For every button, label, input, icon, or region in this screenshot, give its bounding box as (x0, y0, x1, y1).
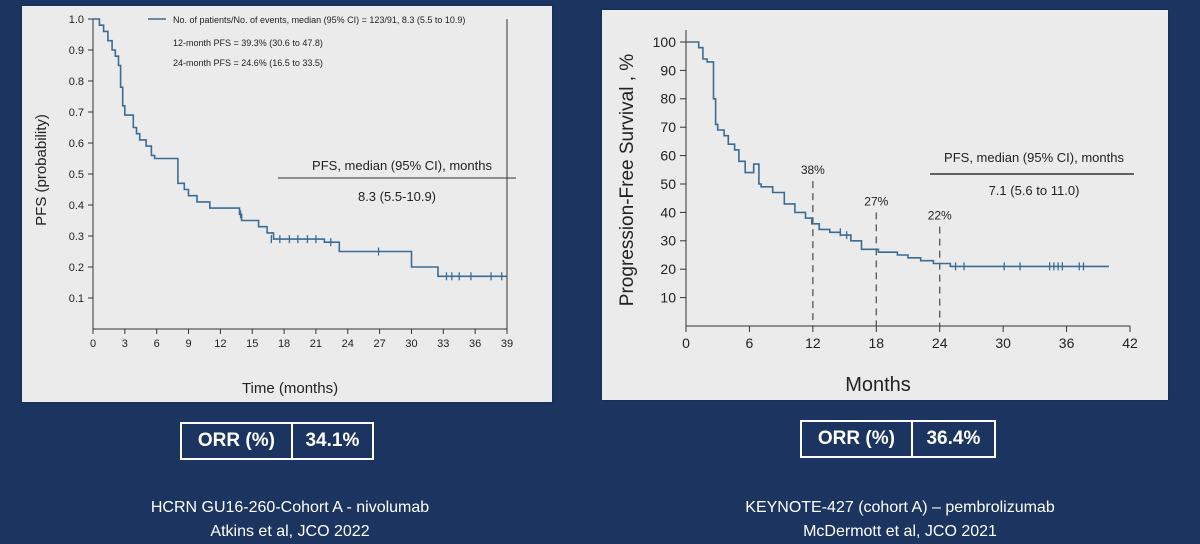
chart-panel-left: 0 3 6 9 12 15 18 21 24 27 30 33 36 39 0.1 0.2 0.3 0.4 0.5 0… (22, 6, 552, 402)
y-tick-label: 70 (660, 119, 676, 135)
y-axis-label: PFS (probability) (33, 114, 50, 226)
y-tick-label: 0.9 (69, 45, 84, 57)
orr-box-right: ORR (%) 36.4% (800, 420, 996, 458)
x-tick-label: 24 (932, 335, 948, 351)
y-tick-label: 100 (653, 34, 677, 50)
orr-label: ORR (%) (802, 422, 913, 456)
study-name: KEYNOTE-427 (cohort A) – pembrolizumab (745, 499, 1055, 516)
study-citation: McDermott et al, JCO 2021 (803, 523, 997, 540)
x-tick-label: 12 (805, 335, 821, 351)
x-tick-label: 18 (278, 338, 290, 350)
x-tick-label: 42 (1122, 335, 1138, 351)
x-tick-label: 6 (746, 335, 754, 351)
x-axis-label: Months (845, 374, 911, 396)
y-tick-label: 90 (660, 62, 676, 78)
x-tick-label: 0 (90, 338, 96, 350)
km-curve (93, 18, 507, 278)
legend-24-month: 24-month PFS = 24.6% (16.5 to 33.5) (173, 58, 323, 68)
y-tick-label: 0.1 (69, 293, 84, 305)
pfs-annotation-value: 8.3 (5.5-10.9) (358, 189, 436, 204)
x-tick-label: 30 (405, 338, 417, 350)
y-tick-label: 60 (660, 148, 676, 164)
y-tick-label: 0.3 (69, 231, 84, 243)
x-tick-label: 24 (342, 338, 354, 350)
orr-label: ORR (%) (182, 424, 293, 458)
pfs-chart-left: 0 3 6 9 12 15 18 21 24 27 30 33 36 390.10.20.30.40.50… (33, 14, 516, 397)
y-tick-label: 0.8 (69, 76, 84, 88)
y-tick-label: 0.2 (69, 262, 84, 274)
x-tick-label: 33 (437, 338, 449, 350)
orr-box-left: ORR (%) 34.1% (180, 422, 374, 460)
pfs-annotation-value: 7.1 (5.6 to 11.0) (989, 183, 1080, 198)
y-tick-label: 30 (660, 233, 676, 249)
y-tick-label: 0.5 (69, 169, 84, 181)
legend-12-month: 12-month PFS = 39.3% (30.6 to 47.8) (173, 38, 323, 48)
pfs-annotation-title: PFS, median (95% CI), months (944, 150, 1124, 165)
y-tick-label: 0.4 (69, 200, 84, 212)
x-tick-label: 27 (373, 338, 385, 350)
x-tick-label: 9 (185, 338, 191, 350)
y-axis-label: Progression-Free Survival , % (617, 54, 638, 306)
orr-value: 36.4% (926, 428, 981, 449)
x-tick-label: 0 (682, 335, 690, 351)
x-tick-label: 12 (214, 338, 226, 350)
x-axis-label: Time (months) (242, 380, 338, 397)
y-tick-label: 80 (660, 91, 676, 107)
legend-entry: No. of patients/No. of events, median (9… (173, 15, 465, 25)
x-tick-label: 36 (1059, 335, 1075, 351)
x-tick-label: 6 (154, 338, 160, 350)
pfs-chart-right: 0 6 12 18 24 30 36 42 10 20 30 40 50 60 70 80 90 100 38% 2… (617, 30, 1138, 396)
landmark-label: 38% (801, 163, 825, 177)
y-tick-label: 10 (660, 290, 676, 306)
x-tick-label: 15 (246, 338, 258, 350)
y-tick-label: 40 (660, 204, 676, 220)
y-tick-label: 50 (660, 176, 676, 192)
x-tick-label: 36 (469, 338, 481, 350)
study-name: HCRN GU16-260-Cohort A - nivolumab (150, 499, 430, 516)
x-tick-label: 39 (501, 338, 513, 350)
chart-panel-right: 0 6 12 18 24 30 36 42 10 20 30 40 50 60 70 80 90 100 38% 2… (602, 10, 1168, 400)
study-caption-left: HCRN GU16-260-Cohort A - nivolumab Atkin… (80, 496, 500, 544)
study-citation: Atkins et al, JCO 2022 (210, 523, 370, 540)
y-tick-label: 20 (660, 261, 676, 277)
landmark-label: 22% (928, 209, 952, 223)
orr-value: 34.1% (305, 430, 360, 451)
pfs-annotation-title: PFS, median (95% CI), months (312, 158, 492, 173)
x-tick-label: 30 (995, 335, 1011, 351)
y-tick-label: 0.7 (69, 107, 84, 119)
y-tick-label: 1.0 (69, 14, 84, 26)
study-caption-right: KEYNOTE-427 (cohort A) – pembrolizumab M… (660, 496, 1140, 544)
x-tick-label: 3 (122, 338, 128, 350)
x-tick-label: 21 (310, 338, 322, 350)
y-tick-label: 0.6 (69, 138, 84, 150)
landmark-label: 27% (864, 194, 888, 208)
x-tick-label: 18 (868, 335, 884, 351)
km-curve (686, 41, 1109, 268)
